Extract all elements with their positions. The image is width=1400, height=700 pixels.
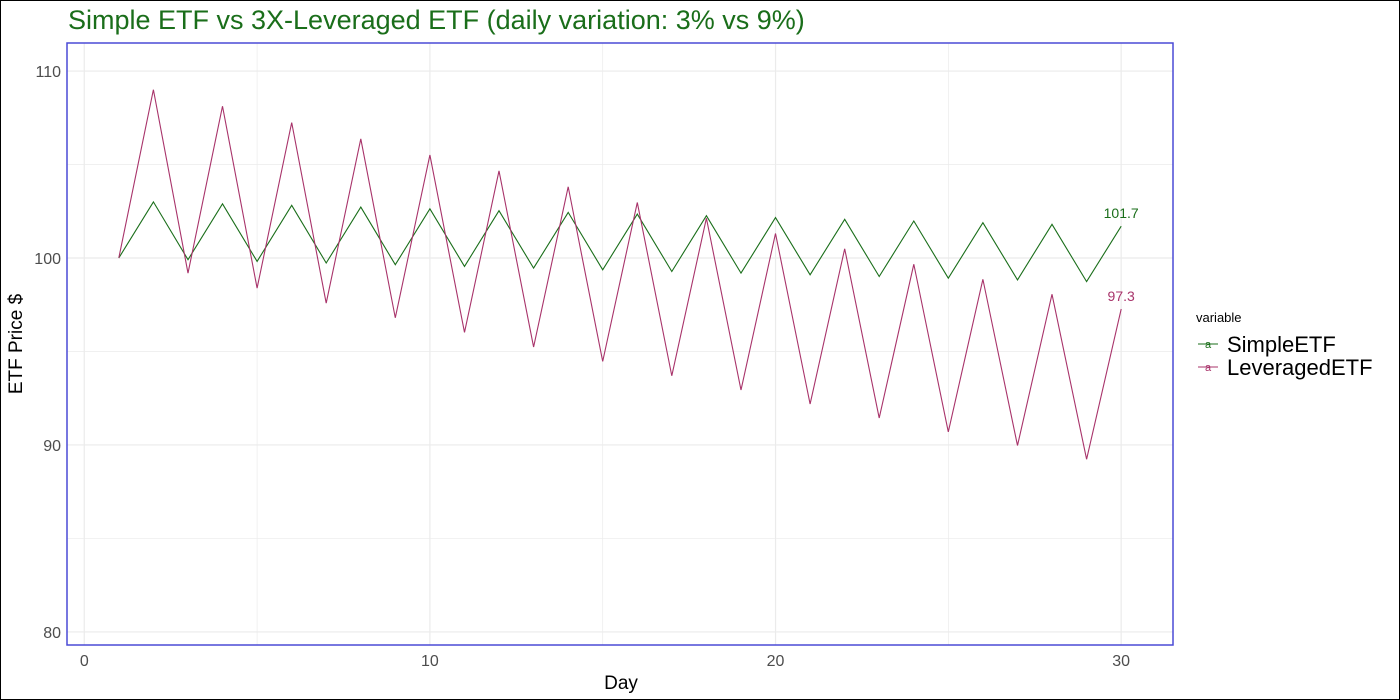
legend-key-glyph: a xyxy=(1205,339,1212,351)
panel-border xyxy=(66,42,1174,646)
end-labels: 101.7 97.3 xyxy=(1104,205,1139,304)
x-axis-title: Day xyxy=(604,673,638,694)
chart-title: Simple ETF vs 3X-Leveraged ETF (daily va… xyxy=(68,5,805,35)
x-tick-label: 10 xyxy=(421,653,439,670)
legend-title: variable xyxy=(1196,310,1242,325)
legend-key-glyph: a xyxy=(1205,362,1212,374)
series-line-simpleetf xyxy=(118,200,1122,283)
end-label-simpleetf: 101.7 xyxy=(1104,205,1139,221)
y-axis-title: ETF Price $ xyxy=(6,293,27,394)
y-tick-label: 80 xyxy=(43,625,61,642)
legend-label-simpleetf: SimpleETF xyxy=(1227,332,1336,357)
legend: variable a SimpleETF a LeveragedETF xyxy=(1196,310,1373,380)
series-lines xyxy=(118,89,1122,460)
grid-major xyxy=(67,43,1173,645)
y-tick-label: 100 xyxy=(34,251,61,268)
legend-item-leveragedetf: a LeveragedETF xyxy=(1198,355,1373,380)
legend-label-leveragedetf: LeveragedETF xyxy=(1227,355,1373,380)
x-tick-label: 30 xyxy=(1112,653,1130,670)
y-tick-label: 110 xyxy=(35,64,61,81)
x-axis-ticks: 0 10 20 30 xyxy=(80,653,1130,670)
series-line-leveragedetf xyxy=(118,89,1122,460)
x-tick-label: 0 xyxy=(80,653,89,670)
legend-item-simpleetf: a SimpleETF xyxy=(1198,332,1336,357)
y-axis-ticks: 80 90 100 110 xyxy=(34,64,61,642)
y-tick-label: 90 xyxy=(43,438,61,455)
end-label-leveragedetf: 97.3 xyxy=(1108,288,1135,304)
grid-minor xyxy=(67,43,1173,645)
x-tick-label: 20 xyxy=(767,653,785,670)
